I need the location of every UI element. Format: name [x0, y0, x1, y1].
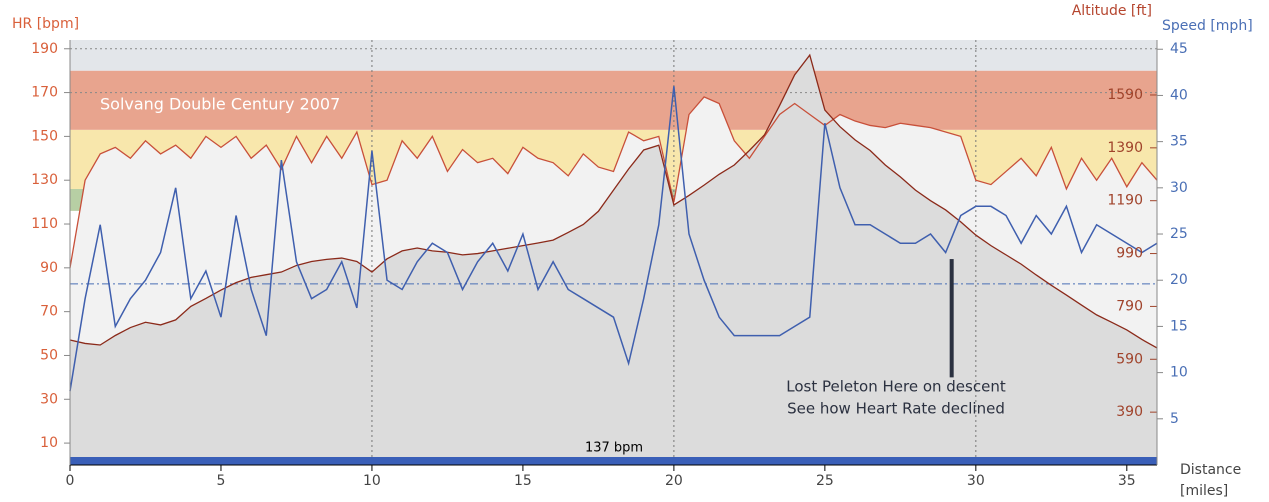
y2-tick-label: 15	[1170, 318, 1188, 334]
grid	[70, 40, 1157, 465]
y2-tick-label: 30	[1170, 180, 1188, 196]
y-tick-label: 110	[31, 216, 58, 232]
x-tick-label: 0	[66, 473, 75, 489]
y3-tick-label: 1190	[1107, 193, 1143, 209]
y-tick-label: 190	[31, 41, 58, 57]
y-tick-label: 130	[31, 172, 58, 188]
altitude-area	[70, 55, 1157, 465]
y2-tick-label: 40	[1170, 87, 1188, 103]
y3-tick-label: 390	[1116, 404, 1143, 420]
chart-title: Solvang Double Century 2007	[100, 95, 340, 114]
y-tick-label: 30	[40, 391, 58, 407]
y-tick-label: 170	[31, 85, 58, 101]
lines	[69, 53, 1158, 392]
series-line	[69, 53, 1158, 349]
x-tick-label: 15	[514, 473, 532, 489]
y3-axis-title: Altitude [ft]	[1072, 3, 1152, 19]
y2-tick-label: 20	[1170, 272, 1188, 288]
x-tick-label: 10	[363, 473, 381, 489]
y2-tick-label: 25	[1170, 226, 1188, 242]
y-tick-label: 10	[40, 435, 58, 451]
avg-hr-label: 137 bpm	[585, 441, 643, 456]
y3-tick-label: 790	[1116, 298, 1143, 314]
y-tick-label: 90	[40, 260, 58, 276]
x-tick-label: 35	[1118, 473, 1136, 489]
hr-zone	[70, 40, 1157, 71]
y-tick-label: 50	[40, 347, 58, 363]
areas	[70, 55, 1157, 465]
y3-tick-label: 1590	[1107, 87, 1143, 103]
x-axis-title: Distance	[1180, 462, 1241, 478]
y2-tick-label: 5	[1170, 411, 1179, 427]
y2-tick-label: 35	[1170, 134, 1188, 150]
bottom-bar	[70, 457, 1157, 465]
x-tick-label: 30	[967, 473, 985, 489]
x-axis-unit: [miles]	[1180, 483, 1228, 499]
x-tick-label: 25	[816, 473, 834, 489]
y-tick-label: 70	[40, 304, 58, 320]
annotation-text: Lost Peleton Here on descent	[786, 378, 1006, 396]
series-line	[69, 96, 1158, 268]
annotation-marker	[949, 259, 954, 378]
y3-tick-label: 1390	[1107, 140, 1143, 156]
annotation-text: See how Heart Rate declined	[787, 400, 1005, 418]
x-tick-label: 20	[665, 473, 683, 489]
y2-tick-label: 10	[1170, 365, 1188, 381]
y3-tick-label: 990	[1116, 246, 1143, 262]
axes: 1030507090110130150170190510152025303540…	[31, 41, 1188, 489]
x-tick-label: 5	[217, 473, 226, 489]
series-line	[69, 86, 1158, 392]
y-axis-title: HR [bpm]	[12, 16, 79, 32]
y-tick-label: 150	[31, 128, 58, 144]
y3-tick-label: 590	[1116, 351, 1143, 367]
y2-axis-title: Speed [mph]	[1162, 18, 1253, 34]
y2-tick-label: 45	[1170, 41, 1188, 57]
